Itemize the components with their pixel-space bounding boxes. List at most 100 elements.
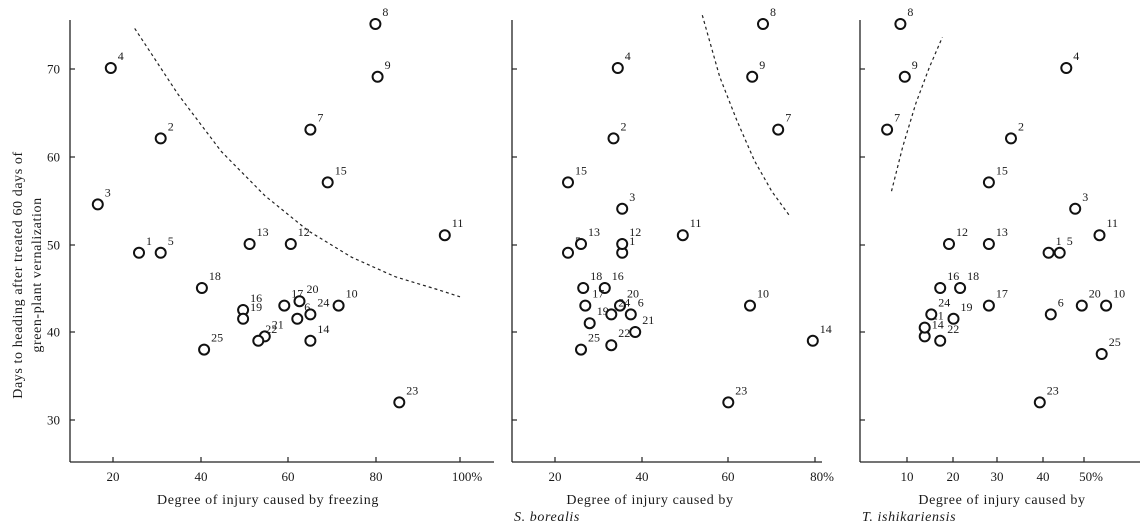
point-19 — [585, 318, 595, 328]
point-label-13: 13 — [588, 225, 600, 239]
point-label-8: 8 — [907, 5, 913, 19]
point-label-8: 8 — [382, 5, 388, 19]
point-5 — [1055, 248, 1065, 258]
point-17 — [279, 301, 289, 311]
point-18 — [955, 283, 965, 293]
panel-freezing: 30 40 50 60 70 20 40 60 80 100% Degree of injury c… — [47, 5, 494, 508]
point-5 — [156, 248, 166, 258]
x-tick-label: 20 — [947, 469, 960, 484]
x-tick-label: 40 — [1037, 469, 1050, 484]
point-5 — [563, 248, 573, 258]
point-8 — [758, 19, 768, 29]
point-label-16: 16 — [947, 269, 959, 283]
y-axis-title-line2: green-plant vernalization — [30, 197, 45, 352]
point-13 — [576, 239, 586, 249]
point-13 — [245, 239, 255, 249]
point-4 — [613, 63, 623, 73]
point-label-4: 4 — [625, 49, 631, 63]
x-tick-label: 40 — [636, 469, 649, 484]
point-24 — [606, 309, 616, 319]
x-tick-label: 40 — [195, 469, 208, 484]
point-label-24: 24 — [317, 295, 329, 309]
x-tick-label: 50% — [1079, 469, 1103, 484]
point-25 — [1097, 349, 1107, 359]
y-axis-title: Days to heading after treated 60 days of… — [11, 151, 45, 399]
boundary-curve — [702, 15, 789, 215]
point-10 — [334, 301, 344, 311]
point-label-11: 11 — [452, 216, 464, 230]
point-24 — [305, 309, 315, 319]
point-1 — [1044, 248, 1054, 258]
point-label-15: 15 — [996, 163, 1008, 177]
point-label-18: 18 — [590, 269, 602, 283]
point-label-20: 20 — [307, 282, 319, 296]
point-label-7: 7 — [317, 111, 323, 125]
x-tick-label: 10 — [901, 469, 914, 484]
point-11 — [440, 230, 450, 240]
point-18 — [578, 283, 588, 293]
point-label-25: 25 — [211, 331, 223, 345]
x-tick-label: 20 — [107, 469, 120, 484]
point-22 — [606, 340, 616, 350]
point-label-23: 23 — [735, 383, 747, 397]
point-label-24: 24 — [938, 295, 950, 309]
point-20 — [1077, 301, 1087, 311]
point-label-2: 2 — [621, 119, 627, 133]
point-label-20: 20 — [1089, 287, 1101, 301]
point-6 — [1046, 309, 1056, 319]
point-label-5: 5 — [168, 234, 174, 248]
panel-s-borealis: 20 40 60 80%Degree of injury caused byS. bo… — [512, 5, 834, 525]
point-12 — [617, 239, 627, 249]
point-13 — [984, 239, 994, 249]
point-6 — [626, 309, 636, 319]
point-label-23: 23 — [406, 383, 418, 397]
point-label-3: 3 — [1082, 190, 1088, 204]
point-21 — [630, 327, 640, 337]
x-axis-title: Degree of injury caused by — [566, 493, 733, 508]
point-label-24: 24 — [618, 295, 630, 309]
point-label-22: 22 — [265, 322, 277, 336]
point-18 — [197, 283, 207, 293]
point-15 — [323, 177, 333, 187]
y-tick-label: 50 — [47, 238, 60, 253]
point-23 — [1035, 397, 1045, 407]
point-9 — [747, 72, 757, 82]
point-label-9: 9 — [759, 58, 765, 72]
point-8 — [370, 19, 380, 29]
y-tick-label: 60 — [47, 150, 60, 165]
point-3 — [617, 204, 627, 214]
point-8 — [895, 19, 905, 29]
point-label-18: 18 — [209, 269, 221, 283]
y-tick-label: 30 — [47, 413, 60, 428]
point-label-15: 15 — [335, 163, 347, 177]
point-23 — [723, 397, 733, 407]
y-axis-title-line1: Days to heading after treated 60 days of — [11, 151, 26, 399]
point-label-5: 5 — [1067, 234, 1073, 248]
point-7 — [882, 125, 892, 135]
point-7 — [305, 125, 315, 135]
point-3 — [1070, 204, 1080, 214]
point-label-12: 12 — [956, 225, 968, 239]
point-24 — [926, 309, 936, 319]
point-label-9: 9 — [912, 58, 918, 72]
point-label-17: 17 — [592, 287, 604, 301]
point-10 — [1101, 301, 1111, 311]
point-label-12: 12 — [298, 225, 310, 239]
point-label-1: 1 — [1056, 234, 1062, 248]
point-3 — [93, 199, 103, 209]
point-label-25: 25 — [588, 331, 600, 345]
point-label-3: 3 — [629, 190, 635, 204]
point-25 — [576, 345, 586, 355]
panel-t-ishikariensis: 10 20 30 40 50% Degree of injury caused by T. … — [860, 5, 1140, 525]
point-9 — [900, 72, 910, 82]
point-22 — [935, 336, 945, 346]
boundary-curve — [135, 28, 460, 296]
point-11 — [1095, 230, 1105, 240]
point-1 — [134, 248, 144, 258]
point-label-13: 13 — [996, 225, 1008, 239]
x-tick-label: 20 — [549, 469, 562, 484]
point-label-11: 11 — [690, 216, 702, 230]
point-label-8: 8 — [770, 5, 776, 19]
point-16 — [935, 283, 945, 293]
point-10 — [745, 301, 755, 311]
